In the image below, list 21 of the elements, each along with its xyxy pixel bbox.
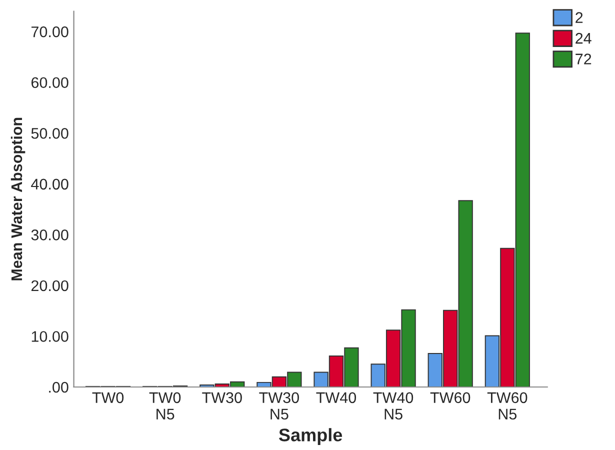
x-tick-label: TW0 N5 [149,392,181,420]
x-tick-label: TW30 [202,392,242,404]
y-tick-label: 20.00 [31,280,68,292]
y-tick-label: 40.00 [31,178,68,190]
x-tick-label: TW0 [92,392,124,404]
x-axis-title: Sample [278,428,342,445]
x-tick-label: TW40 [316,392,356,404]
legend-label: 2 [576,12,583,23]
y-tick-label: 70.00 [31,26,68,38]
y-tick-label: 10.00 [32,331,68,342]
y-tick-label: 50.00 [31,128,68,139]
y-tick-label: .00 [49,382,68,393]
x-tick-label: TW60 N5 [487,392,528,420]
y-tick-label: 60.00 [31,77,68,88]
legend-label: 24 [576,32,592,44]
y-axis-title: Mean Water Absoption [10,118,26,280]
legend-label: 72 [576,54,592,64]
x-tick-label: TW30 N5 [259,392,299,420]
x-tick-label: TW40 N5 [373,392,414,420]
y-tick-label: 30.00 [31,230,68,240]
x-tick-label: TW60 [430,392,470,404]
